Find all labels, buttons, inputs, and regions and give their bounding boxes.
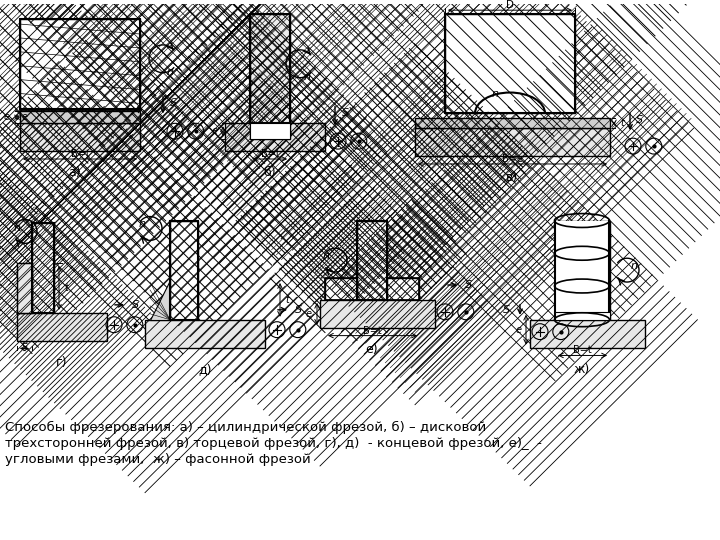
Bar — [357, 220, 387, 300]
Bar — [250, 14, 290, 123]
Text: ж): ж) — [574, 363, 590, 376]
Bar — [20, 123, 140, 151]
Bar — [445, 14, 575, 113]
Text: e: e — [212, 126, 218, 136]
Text: S: S — [341, 109, 348, 118]
Text: n: n — [323, 251, 330, 261]
Text: S: S — [169, 98, 176, 109]
Text: трехсторонней фрезой, в) торцевой фрезой, г), д)  - концевой фрезой, е)_  -: трехсторонней фрезой, в) торцевой фрезой… — [5, 437, 542, 450]
Bar — [17, 313, 107, 341]
Bar — [530, 320, 645, 348]
Bar — [32, 224, 54, 313]
Text: б): б) — [264, 166, 276, 179]
Text: t: t — [64, 283, 68, 293]
Text: Способы фрезерования: а) – цилиндрической фрезой, б) – дисковой: Способы фрезерования: а) – цилиндрическо… — [5, 421, 486, 434]
Text: e: e — [22, 339, 27, 348]
Text: n: n — [166, 67, 174, 77]
Bar — [387, 278, 419, 300]
Text: B=e: B=e — [502, 154, 523, 164]
Text: n: n — [492, 89, 498, 98]
Bar — [555, 312, 610, 320]
Bar — [325, 278, 357, 300]
Bar — [20, 111, 140, 123]
Bar — [20, 19, 140, 110]
Polygon shape — [150, 280, 170, 320]
Bar — [170, 220, 198, 320]
Text: B=t: B=t — [71, 149, 89, 159]
Bar — [320, 300, 435, 328]
Bar — [445, 14, 575, 113]
Bar — [225, 123, 325, 151]
Text: n: n — [631, 261, 638, 271]
Bar — [17, 263, 32, 313]
Text: B=t: B=t — [261, 149, 279, 159]
Text: угловыми фрезами,  ж) – фасонной фрезой: угловыми фрезами, ж) – фасонной фрезой — [5, 453, 311, 465]
Bar — [170, 220, 198, 320]
Bar — [145, 320, 265, 348]
Bar — [32, 224, 54, 313]
Text: e: e — [306, 309, 312, 319]
Text: B=t: B=t — [573, 346, 592, 355]
Text: t: t — [620, 118, 624, 129]
Bar — [555, 220, 610, 320]
Text: г): г) — [56, 356, 68, 369]
Bar — [387, 278, 419, 300]
Text: S: S — [636, 116, 644, 125]
Bar — [250, 123, 290, 139]
Text: в): в) — [506, 171, 518, 184]
Text: e: e — [4, 112, 10, 123]
Text: а): а) — [68, 166, 81, 179]
Bar — [17, 263, 32, 313]
Text: B=t: B=t — [363, 326, 382, 336]
Bar — [20, 19, 140, 110]
Text: S: S — [132, 300, 139, 310]
Text: t: t — [285, 295, 289, 305]
Bar — [250, 123, 290, 139]
Bar — [415, 129, 610, 156]
Text: n: n — [304, 72, 310, 82]
Text: S: S — [465, 280, 472, 290]
Text: S: S — [295, 305, 302, 315]
Bar — [250, 14, 290, 123]
Text: е): е) — [366, 343, 378, 356]
Text: D: D — [506, 0, 514, 10]
Text: n: n — [14, 224, 21, 233]
Bar — [555, 220, 610, 320]
Bar — [357, 220, 387, 300]
Text: e: e — [516, 325, 522, 335]
Text: S: S — [503, 305, 510, 315]
Text: e: e — [22, 112, 28, 123]
Text: n: n — [139, 219, 146, 230]
Bar — [325, 278, 357, 300]
Text: д): д) — [198, 363, 212, 376]
Bar — [415, 118, 610, 129]
